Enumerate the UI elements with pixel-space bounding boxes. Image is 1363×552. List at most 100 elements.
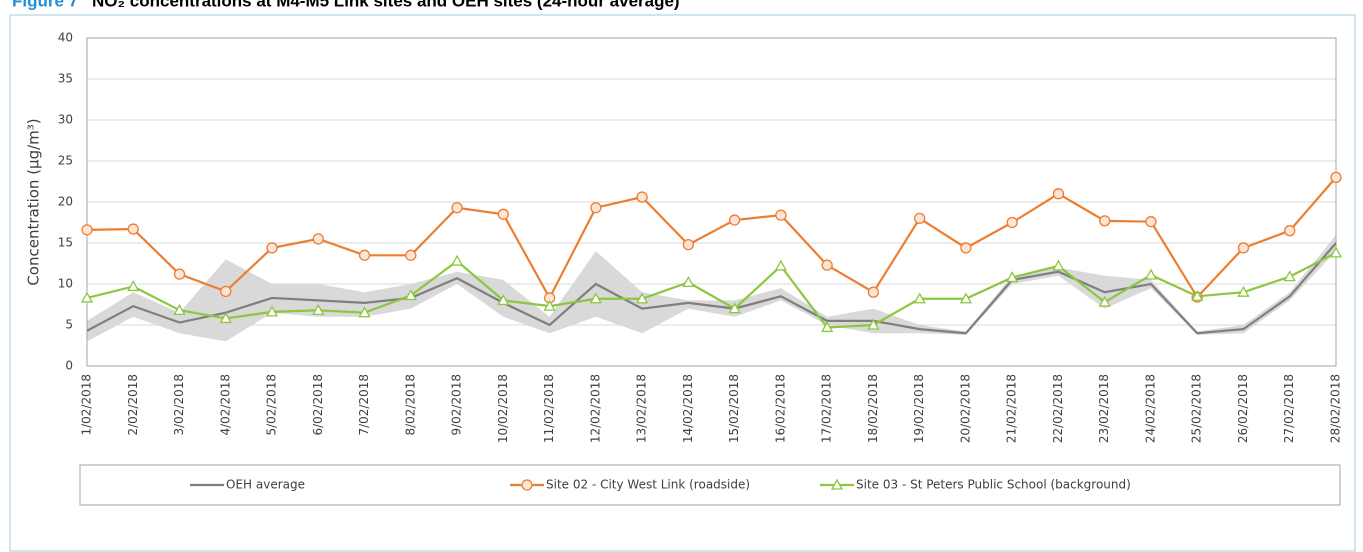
legend-marker <box>830 478 844 490</box>
marker <box>960 242 972 254</box>
series-line <box>86 176 1337 301</box>
x-tick-label: 1/02/2018 <box>80 374 94 436</box>
marker <box>1330 171 1342 184</box>
x-tick-label: 3/02/2018 <box>172 374 186 436</box>
marker <box>1052 259 1065 271</box>
marker <box>1052 188 1065 200</box>
marker <box>1099 215 1111 227</box>
x-tick-label: 11/02/2018 <box>542 374 556 443</box>
marker <box>914 212 926 225</box>
y-tick-label: 10 <box>58 277 73 291</box>
y-tick-label: 25 <box>58 154 73 168</box>
marker <box>1144 268 1158 280</box>
marker <box>358 249 371 261</box>
marker <box>127 280 140 292</box>
y-axis-title: Concentration (µg/m³) <box>25 118 43 285</box>
x-tick-label: 25/02/2018 <box>1190 374 1204 443</box>
x-tick-label: 18/02/2018 <box>866 374 880 443</box>
marker <box>1237 285 1250 297</box>
x-tick-label: 28/02/2018 <box>1329 374 1343 443</box>
legend-label: OEH average <box>226 478 305 492</box>
chart-title: NO₂ concentrations at M4-M5 Link sites a… <box>92 0 680 10</box>
x-tick-label: 6/02/2018 <box>311 374 325 436</box>
x-tick-label: 24/02/2018 <box>1143 374 1157 443</box>
x-tick-label: 22/02/2018 <box>1051 374 1065 443</box>
marker <box>867 286 880 298</box>
marker <box>265 305 279 317</box>
x-tick-label: 5/02/2018 <box>265 374 279 436</box>
marker <box>173 303 186 315</box>
legend-box <box>79 464 1341 506</box>
x-tick-label: 26/02/2018 <box>1236 374 1250 443</box>
figure-label: Figure 7 <box>12 0 78 10</box>
marker <box>589 292 602 304</box>
legend-label: Site 02 - City West Link (roadside) <box>546 478 750 492</box>
x-tick-label: 21/02/2018 <box>1005 374 1019 443</box>
marker <box>312 233 324 245</box>
marker <box>821 259 833 271</box>
marker <box>358 306 371 318</box>
marker <box>682 238 695 251</box>
x-tick-label: 12/02/2018 <box>588 374 602 443</box>
marker <box>404 289 417 301</box>
marker <box>405 249 417 261</box>
marker <box>682 276 695 288</box>
x-tick-label: 16/02/2018 <box>773 374 787 443</box>
marker <box>1283 270 1296 282</box>
marker <box>1006 216 1018 229</box>
marker <box>1329 246 1343 258</box>
y-tick-label: 20 <box>58 195 73 209</box>
x-tick-label: 8/02/2018 <box>403 374 417 436</box>
marker <box>266 242 278 254</box>
x-tick-label: 27/02/2018 <box>1282 374 1296 443</box>
y-tick-label: 0 <box>65 359 73 373</box>
legend-label: Site 03 - St Peters Public School (backg… <box>856 478 1131 492</box>
marker <box>867 318 880 330</box>
marker <box>1237 242 1250 254</box>
marker <box>728 214 741 226</box>
plot-border <box>86 37 1337 367</box>
marker <box>913 292 926 304</box>
series-line <box>86 251 1337 329</box>
y-tick-label: 30 <box>58 113 73 127</box>
marker <box>774 259 787 271</box>
marker <box>312 303 325 315</box>
marker <box>80 291 94 303</box>
x-tick-label: 10/02/2018 <box>496 374 510 443</box>
marker <box>1145 216 1157 228</box>
y-tick-label: 40 <box>58 31 73 45</box>
x-tick-label: 4/02/2018 <box>218 374 232 436</box>
legend-marker <box>521 479 533 491</box>
marker <box>728 302 741 314</box>
marker <box>636 292 649 304</box>
y-tick-label: 5 <box>65 318 73 332</box>
marker <box>1006 271 1019 283</box>
x-tick-label: 7/02/2018 <box>357 374 371 436</box>
marker <box>219 312 232 324</box>
marker <box>636 191 648 203</box>
x-tick-label: 13/02/2018 <box>635 374 649 443</box>
x-tick-label: 20/02/2018 <box>958 374 972 443</box>
marker <box>775 209 787 221</box>
x-tick-label: 15/02/2018 <box>727 374 741 443</box>
y-tick-label: 35 <box>58 72 73 86</box>
marker <box>959 292 973 304</box>
marker <box>1098 295 1111 307</box>
marker <box>450 254 464 266</box>
x-tick-label: 17/02/2018 <box>820 374 834 443</box>
marker <box>173 268 186 280</box>
marker <box>543 299 556 311</box>
marker <box>1191 289 1204 301</box>
x-tick-label: 23/02/2018 <box>1097 374 1111 443</box>
marker <box>81 224 93 236</box>
marker <box>451 202 463 214</box>
x-tick-label: 2/02/2018 <box>126 374 140 436</box>
marker <box>220 285 232 298</box>
x-tick-label: 19/02/2018 <box>912 374 926 443</box>
marker <box>821 321 834 333</box>
marker <box>497 208 509 220</box>
y-tick-label: 15 <box>58 236 73 250</box>
marker <box>1284 225 1296 237</box>
x-tick-label: 9/02/2018 <box>450 374 464 436</box>
